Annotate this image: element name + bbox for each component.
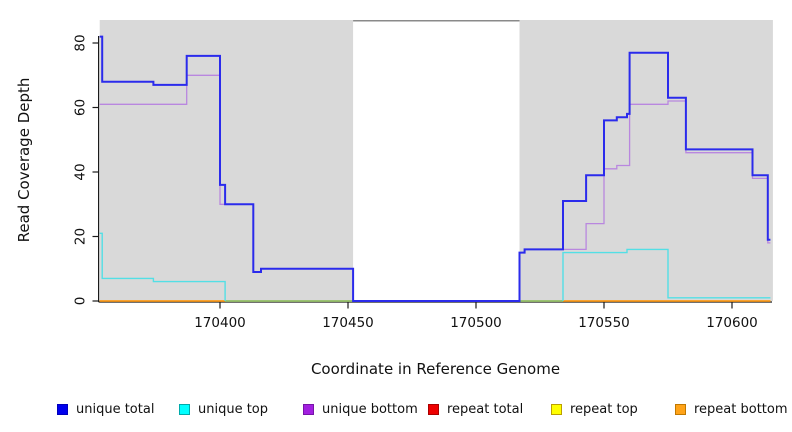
x-axis-title: Coordinate in Reference Genome: [310, 360, 561, 378]
y-tick-label: 60: [73, 99, 89, 116]
legend-swatch-repeat-bottom: [675, 403, 686, 415]
legend-label-unique-top: unique top: [198, 401, 269, 417]
legend-label-repeat-top: repeat top: [570, 401, 638, 417]
legend-swatch-repeat-top: [551, 403, 562, 415]
legend-item-repeat-top: repeat top: [551, 400, 638, 418]
legend-swatch-repeat-total: [428, 403, 439, 415]
legend-item-unique-top: unique top: [179, 400, 268, 418]
shaded-region-1: [99, 20, 354, 301]
series-unique-total: [99, 35, 771, 302]
y-tick-label: 40: [73, 163, 89, 180]
x-tick-label: 170600: [706, 315, 758, 331]
legend-label-repeat-total: repeat total: [447, 401, 524, 417]
x-tick-label: 170400: [194, 315, 246, 331]
y-tick-label: 20: [73, 228, 89, 245]
series-unique-top: [99, 232, 226, 301]
legend-item-unique-total: unique total: [57, 400, 154, 418]
y-tick-label: 0: [73, 297, 89, 306]
legend: unique total unique top unique bottom repea…: [0, 400, 792, 424]
y-axis-title: Read Coverage Depth: [15, 77, 33, 243]
series-unique-top: [562, 248, 771, 301]
x-tick-label: 170500: [450, 315, 502, 331]
legend-swatch-unique-total: [57, 403, 68, 415]
legend-item-repeat-total: repeat total: [428, 400, 523, 418]
legend-label-unique-bottom: unique bottom: [322, 401, 418, 417]
legend-swatch-unique-bottom: [303, 403, 314, 415]
shaded-region-2: [519, 20, 773, 301]
x-tick-label: 170450: [322, 315, 374, 331]
legend-item-unique-bottom: unique bottom: [303, 400, 418, 418]
y-tick-label: 80: [73, 34, 89, 51]
legend-label-repeat-bottom: repeat bottom: [694, 401, 788, 417]
legend-swatch-unique-top: [179, 403, 190, 415]
legend-item-repeat-bottom: repeat bottom: [675, 400, 788, 418]
x-tick-label: 170550: [578, 315, 630, 331]
legend-label-unique-total: unique total: [76, 401, 155, 417]
